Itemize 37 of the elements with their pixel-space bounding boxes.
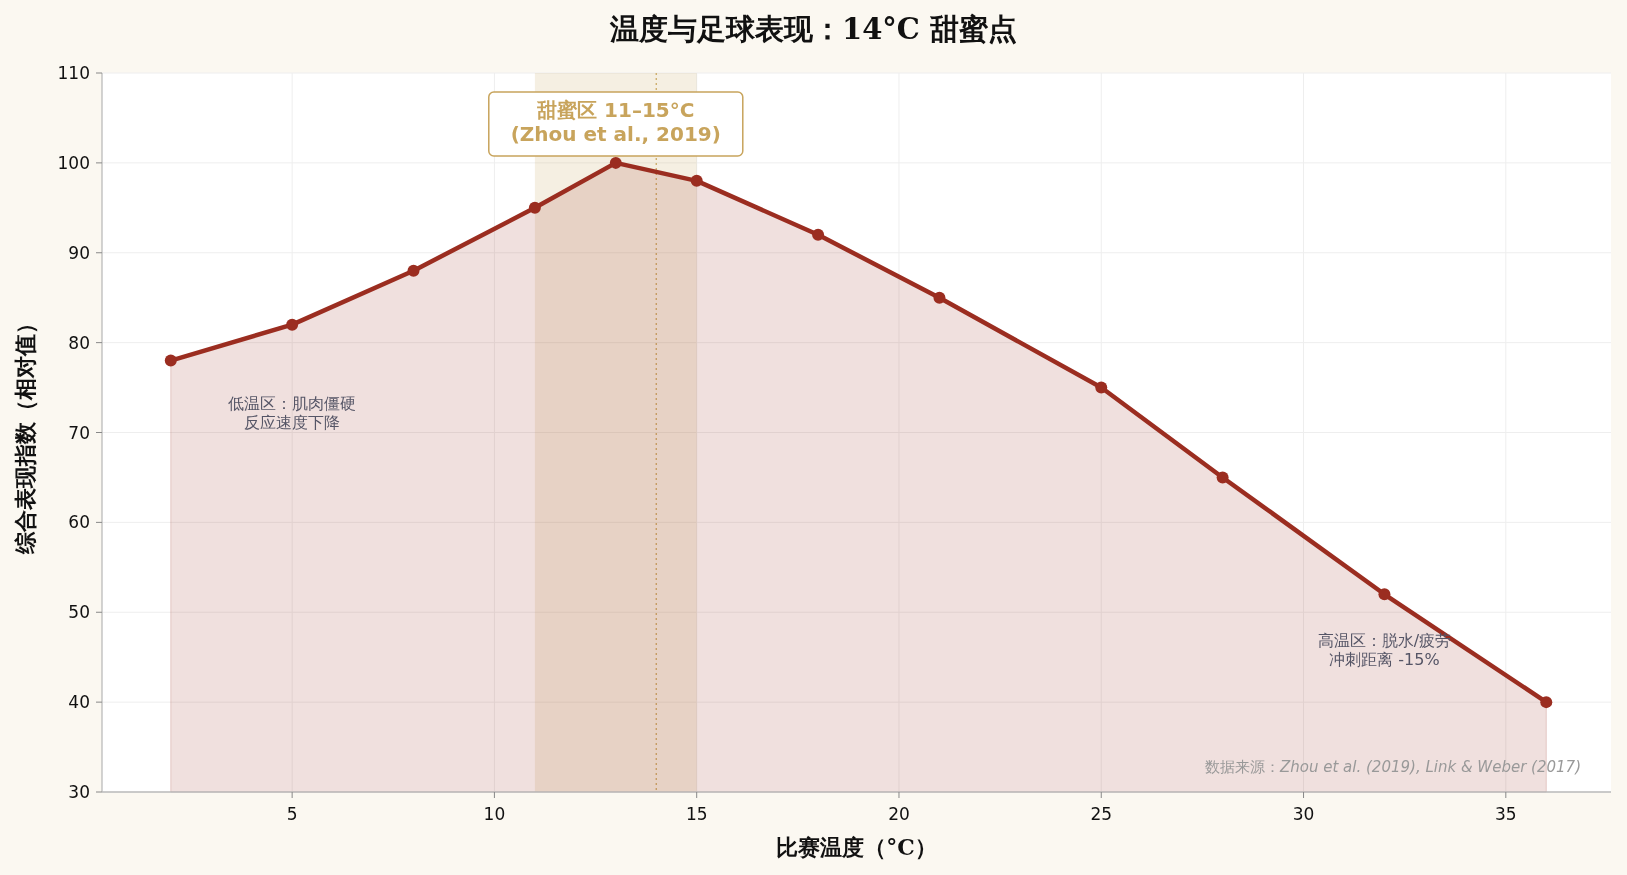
y-tick-label: 60 bbox=[68, 512, 90, 533]
point bbox=[164, 354, 177, 367]
x-tick-label: 15 bbox=[685, 804, 708, 824]
point bbox=[286, 318, 299, 331]
annotation: 冲刺距离 -15% bbox=[1329, 649, 1440, 669]
y-tick-label: 30 bbox=[68, 782, 90, 802]
x-tick-label: 30 bbox=[1292, 804, 1315, 824]
point bbox=[609, 156, 622, 169]
y-tick-label: 50 bbox=[68, 602, 90, 623]
x-tick-label: 20 bbox=[888, 804, 910, 824]
y-tick-label: 110 bbox=[57, 63, 90, 83]
y-tick-label: 80 bbox=[68, 332, 90, 353]
annotation: 反应速度下降 bbox=[244, 413, 341, 433]
band-label: 甜蜜区 11–15°C (Zhou et al., 2019) bbox=[510, 98, 721, 146]
y-tick-label: 70 bbox=[68, 422, 90, 443]
y-tick-label: 40 bbox=[68, 692, 90, 713]
point bbox=[1216, 471, 1229, 484]
annotation: 低温区：肌肉僵硬 bbox=[228, 394, 357, 414]
y-tick-label: 90 bbox=[68, 242, 90, 263]
chart-title: 温度与足球表现：14°C 甜蜜点 bbox=[608, 12, 1018, 46]
point bbox=[690, 174, 703, 187]
point bbox=[528, 201, 541, 214]
annotation: 高温区：脱水/疲劳 bbox=[1317, 630, 1452, 650]
x-tick-label: 25 bbox=[1090, 804, 1113, 824]
y-tick-label: 100 bbox=[57, 152, 90, 173]
point bbox=[1540, 696, 1553, 709]
y-axis-title: 综合表现指数（相对值） bbox=[12, 311, 38, 555]
annotation: 数据来源：Zhou et al. (2019), Link & Weber (2017) bbox=[1205, 758, 1581, 776]
x-tick-label: 35 bbox=[1494, 804, 1517, 824]
point bbox=[933, 291, 946, 304]
x-tick-label: 5 bbox=[286, 804, 298, 824]
x-tick-label: 10 bbox=[483, 804, 506, 824]
point bbox=[1378, 588, 1391, 601]
x-axis-title: 比赛温度（°C） bbox=[776, 834, 937, 860]
point bbox=[407, 264, 420, 277]
point bbox=[812, 228, 825, 241]
point bbox=[1095, 381, 1108, 394]
